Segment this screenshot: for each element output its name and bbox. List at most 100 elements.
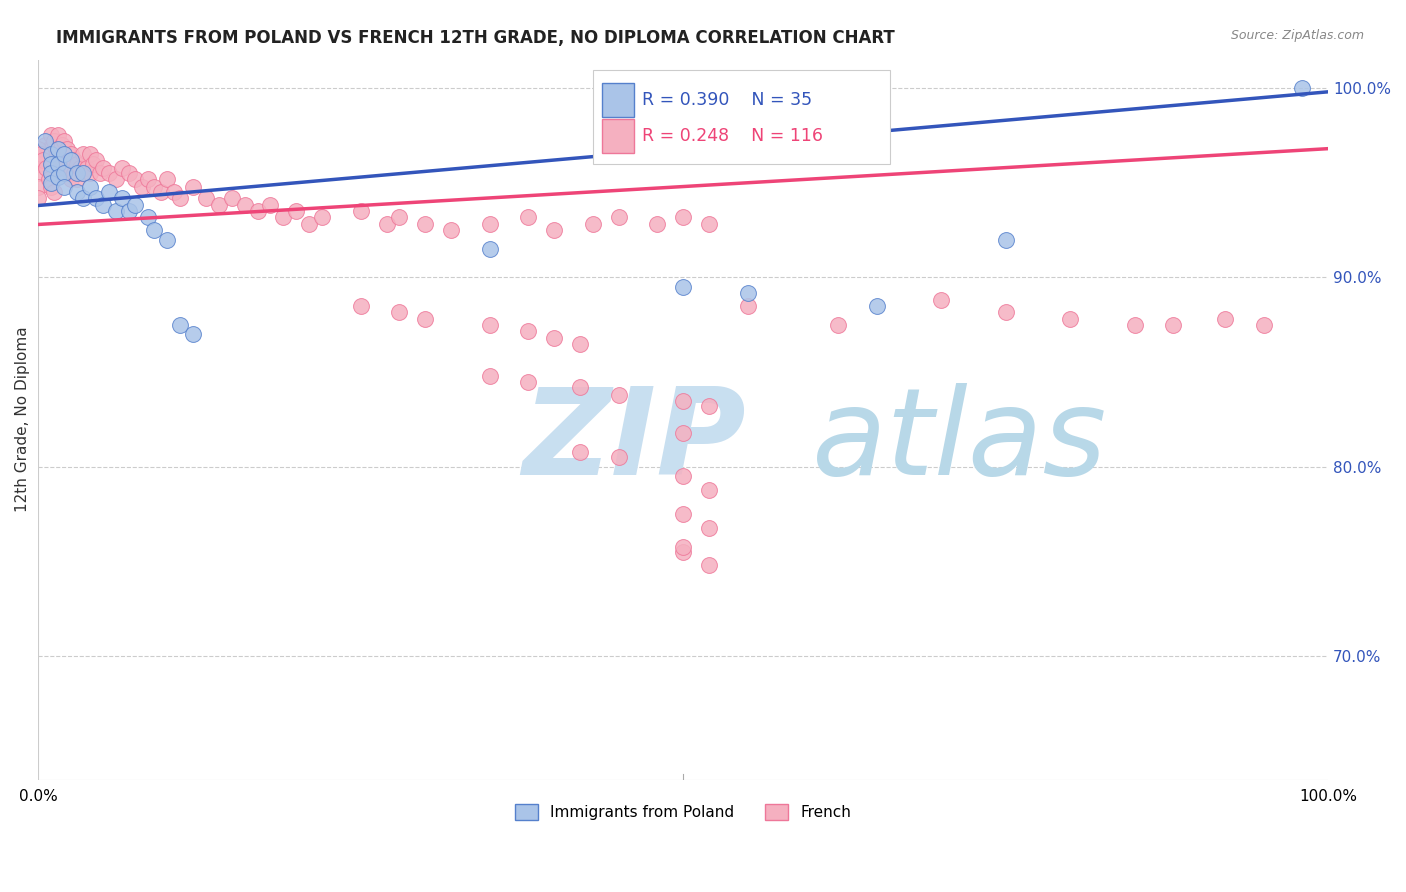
Point [79, 147, 101, 161]
Point [181, 179, 204, 194]
Point [1163, 318, 1185, 332]
Point [46, 142, 69, 156]
Point [1291, 81, 1313, 95]
Point [117, 166, 139, 180]
Point [375, 218, 398, 232]
Point [34, 134, 56, 148]
Point [32, 153, 55, 167]
Point [994, 233, 1017, 247]
Point [53, 179, 76, 194]
Point [607, 388, 630, 402]
Point [53, 134, 76, 148]
Point [39, 128, 62, 143]
Point [697, 483, 720, 497]
Point [53, 147, 76, 161]
Point [63, 166, 86, 180]
Point [39, 157, 62, 171]
Point [66, 157, 89, 171]
Point [66, 166, 89, 180]
Point [104, 172, 127, 186]
Point [69, 161, 91, 175]
Point [478, 218, 501, 232]
Point [46, 128, 69, 143]
Point [866, 299, 889, 313]
Point [149, 186, 172, 200]
Text: ZIP: ZIP [522, 383, 745, 500]
Point [27, 166, 49, 180]
Point [46, 157, 69, 171]
Point [672, 425, 695, 440]
Point [285, 204, 308, 219]
Point [827, 318, 849, 332]
Point [246, 204, 269, 219]
Point [143, 179, 166, 194]
Point [59, 161, 82, 175]
Point [517, 324, 540, 338]
Point [51, 153, 73, 167]
Point [45, 147, 67, 161]
FancyBboxPatch shape [602, 119, 634, 153]
Point [582, 218, 605, 232]
Point [273, 210, 295, 224]
Point [388, 304, 411, 318]
Point [737, 285, 759, 300]
Point [221, 191, 243, 205]
Point [697, 400, 720, 414]
Point [117, 204, 139, 219]
Point [156, 233, 179, 247]
Point [929, 293, 952, 308]
Point [34, 137, 56, 152]
Point [143, 223, 166, 237]
Y-axis label: 12th Grade, No Diploma: 12th Grade, No Diploma [15, 326, 30, 512]
Point [27, 157, 49, 171]
Point [124, 172, 146, 186]
Point [737, 299, 759, 313]
Point [51, 137, 73, 152]
Point [569, 380, 592, 394]
Point [517, 375, 540, 389]
Point [672, 508, 695, 522]
Point [607, 210, 630, 224]
Point [72, 191, 94, 205]
Point [39, 166, 62, 180]
Point [543, 331, 565, 345]
Point [672, 545, 695, 559]
Point [39, 153, 62, 167]
Point [46, 161, 69, 175]
Point [1059, 312, 1081, 326]
Point [89, 166, 111, 180]
Point [607, 450, 630, 465]
Point [59, 147, 82, 161]
Point [30, 147, 52, 161]
Point [413, 312, 436, 326]
Point [86, 191, 108, 205]
Point [195, 191, 218, 205]
Point [298, 218, 321, 232]
Point [79, 166, 101, 180]
Point [233, 198, 256, 212]
Point [672, 469, 695, 483]
Point [66, 172, 89, 186]
Point [208, 198, 231, 212]
Text: Source: ZipAtlas.com: Source: ZipAtlas.com [1230, 29, 1364, 42]
Point [66, 186, 89, 200]
Text: atlas: atlas [813, 383, 1108, 500]
Point [647, 218, 669, 232]
Point [27, 142, 49, 156]
Point [569, 336, 592, 351]
Point [38, 142, 60, 156]
Point [1213, 312, 1236, 326]
Point [1123, 318, 1146, 332]
Point [55, 142, 77, 156]
Point [34, 153, 56, 167]
Point [478, 242, 501, 256]
Point [53, 147, 76, 161]
Point [111, 191, 134, 205]
Point [672, 393, 695, 408]
Legend: Immigrants from Poland, French: Immigrants from Poland, French [509, 797, 858, 826]
Point [86, 153, 108, 167]
Point [156, 172, 179, 186]
Point [35, 161, 58, 175]
Point [672, 210, 695, 224]
Point [1253, 318, 1275, 332]
